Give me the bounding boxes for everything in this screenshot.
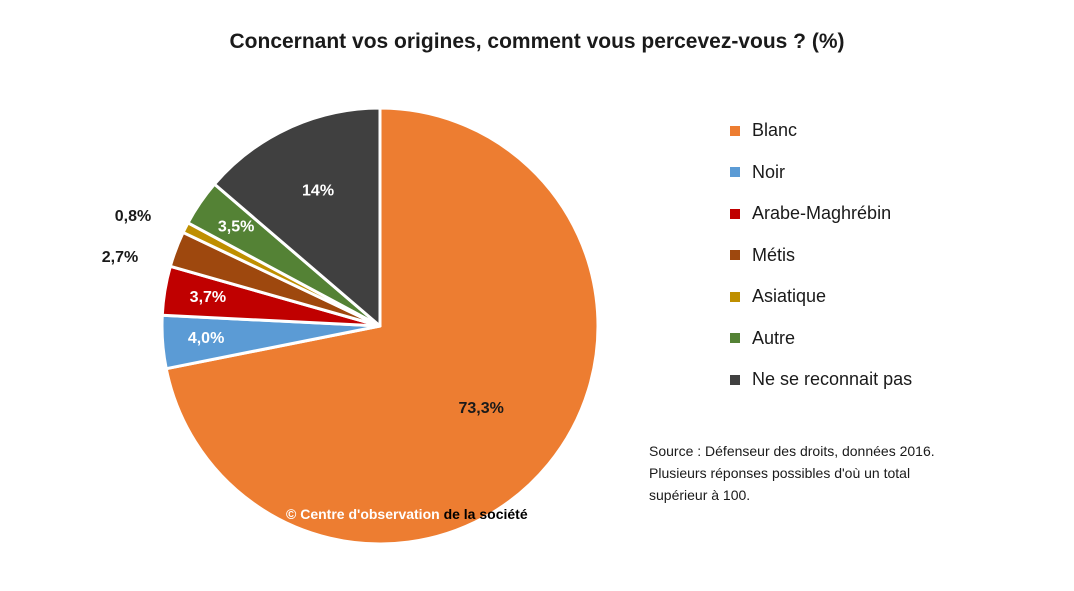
legend-item: Noir <box>730 152 912 194</box>
legend-label: Noir <box>752 161 786 182</box>
data-label-asiatique: 0,8% <box>115 208 151 225</box>
watermark: © Centre d'observation de la société <box>286 506 528 522</box>
legend-swatch <box>730 125 740 136</box>
legend-swatch <box>730 167 740 178</box>
legend-swatch <box>730 333 740 344</box>
watermark-part-2: de la société <box>443 506 528 522</box>
legend-label: Asiatique <box>752 286 827 307</box>
watermark-part-1: © Centre d'observation <box>286 506 444 522</box>
source-line-3: supérieur à 100. <box>649 487 751 503</box>
legend-item: Asiatique <box>730 276 912 318</box>
pie-slice-blanc <box>164 106 600 546</box>
source-line-2: Plusieurs réponses possibles d'où un tot… <box>649 465 911 481</box>
pie-slice-ne-se-reconnait-pas <box>212 106 382 328</box>
legend-label: Blanc <box>752 120 798 141</box>
legend-swatch <box>730 374 740 385</box>
legend-swatch <box>730 291 740 302</box>
legend-item: Métis <box>730 235 912 277</box>
legend-item: Ne se reconnait pas <box>730 359 912 401</box>
source-line-1: Source : Défenseur des droits, données 2… <box>649 443 935 459</box>
data-label-ne-se-reconnait-pas: 14% <box>302 183 334 200</box>
legend-swatch <box>730 250 740 261</box>
chart-title: Concernant vos origines, comment vous pe… <box>229 30 845 53</box>
legend-item: Blanc <box>730 110 912 152</box>
legend-item: Arabe-Maghrébin <box>730 193 912 235</box>
legend-label: Arabe-Maghrébin <box>752 203 892 224</box>
data-label-autre: 3,5% <box>218 219 254 236</box>
data-label-noir: 4,0% <box>188 330 224 347</box>
source-note: Source : Défenseur des droits, données 2… <box>649 440 1029 506</box>
data-label-arabe-maghr-bin: 3,7% <box>190 289 226 306</box>
legend-item: Autre <box>730 318 912 360</box>
data-label-m-tis: 2,7% <box>102 249 138 266</box>
legend: Blanc Noir Arabe-Maghrébin Métis Asiatique Au… <box>730 110 912 401</box>
data-label-blanc: 73,3% <box>458 400 503 417</box>
legend-swatch <box>730 208 740 219</box>
legend-label: Autre <box>752 327 796 348</box>
legend-label: Métis <box>752 244 796 265</box>
legend-label: Ne se reconnait pas <box>752 369 913 390</box>
